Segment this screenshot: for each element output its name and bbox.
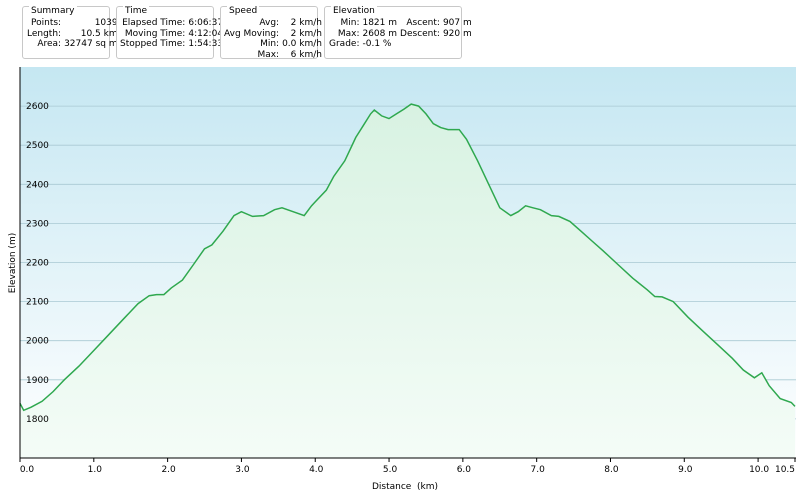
min-speed-label: Min: (260, 39, 280, 49)
summary-panel: Summary Points: 1039 Length: 10.5 km Area:… (22, 6, 118, 59)
descent-value: 920 m (442, 28, 472, 39)
y-tick-label: 2600 (26, 102, 49, 112)
area-value: 32747 sq m (64, 39, 118, 49)
x-tick-label: 8.0 (604, 465, 619, 475)
length-label: Length: (27, 28, 62, 39)
elevation-profile-line (19, 103, 796, 412)
points-value: 1039 (94, 18, 118, 28)
x-tick-label: 5.0 (383, 465, 398, 475)
x-axis-label: Distance (km) (372, 482, 438, 492)
length-value: 10.5 km (80, 28, 118, 39)
x-tick-label: 4.0 (309, 465, 324, 475)
grade-value: -0.1 % (362, 39, 392, 49)
x-tick-label: 0.0 (20, 465, 35, 475)
ascent-label: Ascent: (406, 18, 440, 28)
elev-min-value: 1821 m (362, 18, 398, 28)
max-speed-value: 6 km/h (290, 49, 322, 60)
elevation-panel: Elevation Min: 1821 m Ascent: 907 m Max:… (324, 6, 472, 59)
y-axis-ticks: 1800 1900 2000 2100 2200 2300 2400 2500 2600 (26, 102, 49, 425)
stopped-time-value: 1:54:33 (188, 39, 224, 49)
elevation-title: Elevation (331, 6, 377, 16)
grade-label: Grade: (329, 39, 360, 49)
area-label: Area: (37, 39, 62, 49)
moving-time-label: Moving Time: (124, 28, 186, 39)
x-tick-label: 7.0 (531, 465, 546, 475)
time-title: Time (123, 6, 150, 16)
speed-panel: Speed Avg: 2 km/h Avg Moving: 2 km/h Min: 0… (220, 6, 322, 60)
descent-label: Descent: (400, 28, 440, 39)
x-tick-label: 3.0 (235, 465, 250, 475)
x-tick-label: 2.0 (161, 465, 176, 475)
x-tick-label: 10.0 (749, 465, 769, 475)
elapsed-time-value: 6:06:37 (188, 18, 224, 28)
y-tick-label: 2000 (26, 337, 49, 347)
elev-max-value: 2608 m (362, 28, 398, 39)
y-tick-label: 2500 (26, 141, 49, 151)
time-panel: Time Elapsed Time: 6:06:37 Moving Time: 4:… (116, 6, 223, 59)
y-tick-label: 1800 (26, 415, 49, 425)
summary-title: Summary (29, 6, 77, 16)
x-tick-label: 6.0 (457, 465, 472, 475)
y-tick-label: 2100 (26, 298, 49, 308)
elev-min-label: Min: (340, 18, 360, 28)
avg-moving-speed-label: Avg Moving: (224, 28, 280, 39)
elevation-area-fill (20, 104, 795, 458)
avg-speed-label: Avg: (259, 18, 280, 28)
avg-speed-value: 2 km/h (290, 18, 322, 28)
y-tick-label: 1900 (26, 376, 49, 386)
max-speed-label: Max: (257, 49, 280, 60)
moving-time-value: 4:12:04 (188, 28, 224, 39)
x-tick-label: 10.5 (775, 465, 795, 475)
y-tick-label: 2300 (26, 219, 49, 229)
points-label: Points: (31, 18, 62, 28)
x-tick-label: 1.0 (88, 465, 103, 475)
avg-moving-speed-value: 2 km/h (290, 28, 322, 39)
y-tick-label: 2400 (26, 180, 49, 190)
x-axis-ticks: 0.0 1.0 2.0 3.0 4.0 5.0 6.0 7.0 8.0 9.0 10.0 10.5 (19, 458, 796, 475)
x-tick-label: 9.0 (678, 465, 693, 475)
speed-title: Speed (227, 6, 260, 16)
ascent-value: 907 m (442, 18, 472, 28)
stopped-time-label: Stopped Time: (120, 39, 186, 49)
y-axis-label: Elevation (m) (8, 233, 18, 293)
elev-max-label: Max: (337, 28, 360, 39)
y-tick-label: 2200 (26, 259, 49, 269)
elapsed-time-label: Elapsed Time: (122, 18, 186, 28)
min-speed-value: 0.0 km/h (282, 39, 322, 49)
